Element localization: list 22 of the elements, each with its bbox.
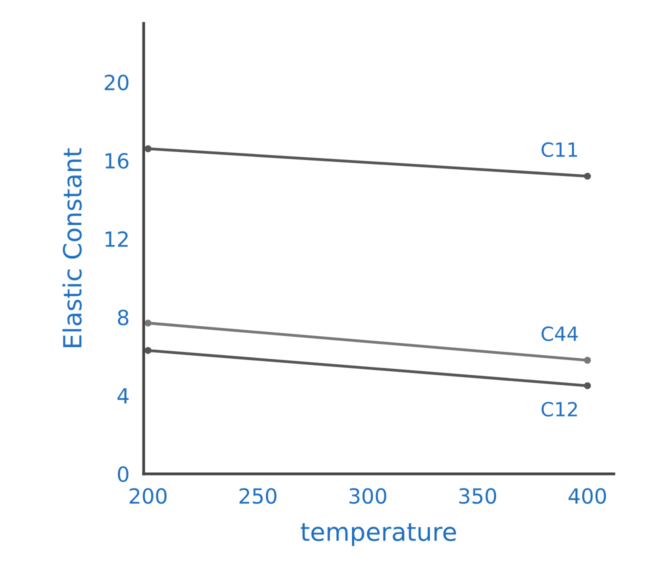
point bbox=[144, 145, 152, 152]
x-tick-label: 400 bbox=[568, 488, 606, 504]
point bbox=[144, 346, 152, 354]
x-tick-label: 300 bbox=[349, 488, 386, 504]
y-tick-label: 4 bbox=[118, 388, 129, 404]
y-tick-label: 0 bbox=[118, 466, 128, 482]
y-tick-label: 20 bbox=[104, 74, 128, 90]
series-label: C12 bbox=[542, 402, 577, 417]
x-tick-label: 200 bbox=[130, 488, 167, 504]
y-tick-label: 12 bbox=[106, 231, 128, 247]
point bbox=[584, 172, 591, 180]
point bbox=[584, 382, 591, 390]
series-label: C44 bbox=[542, 326, 578, 342]
x-tick-label: 250 bbox=[240, 488, 276, 504]
point bbox=[144, 320, 152, 327]
y-tick-label: 8 bbox=[118, 310, 128, 326]
y-tick-label: 16 bbox=[106, 152, 128, 169]
x-tick-label: 350 bbox=[459, 488, 496, 504]
point bbox=[584, 356, 591, 364]
y-axis-title: Elastic Constant bbox=[62, 148, 82, 348]
series-label: C11 bbox=[542, 142, 578, 157]
x-axis-title: temperature bbox=[300, 523, 456, 546]
